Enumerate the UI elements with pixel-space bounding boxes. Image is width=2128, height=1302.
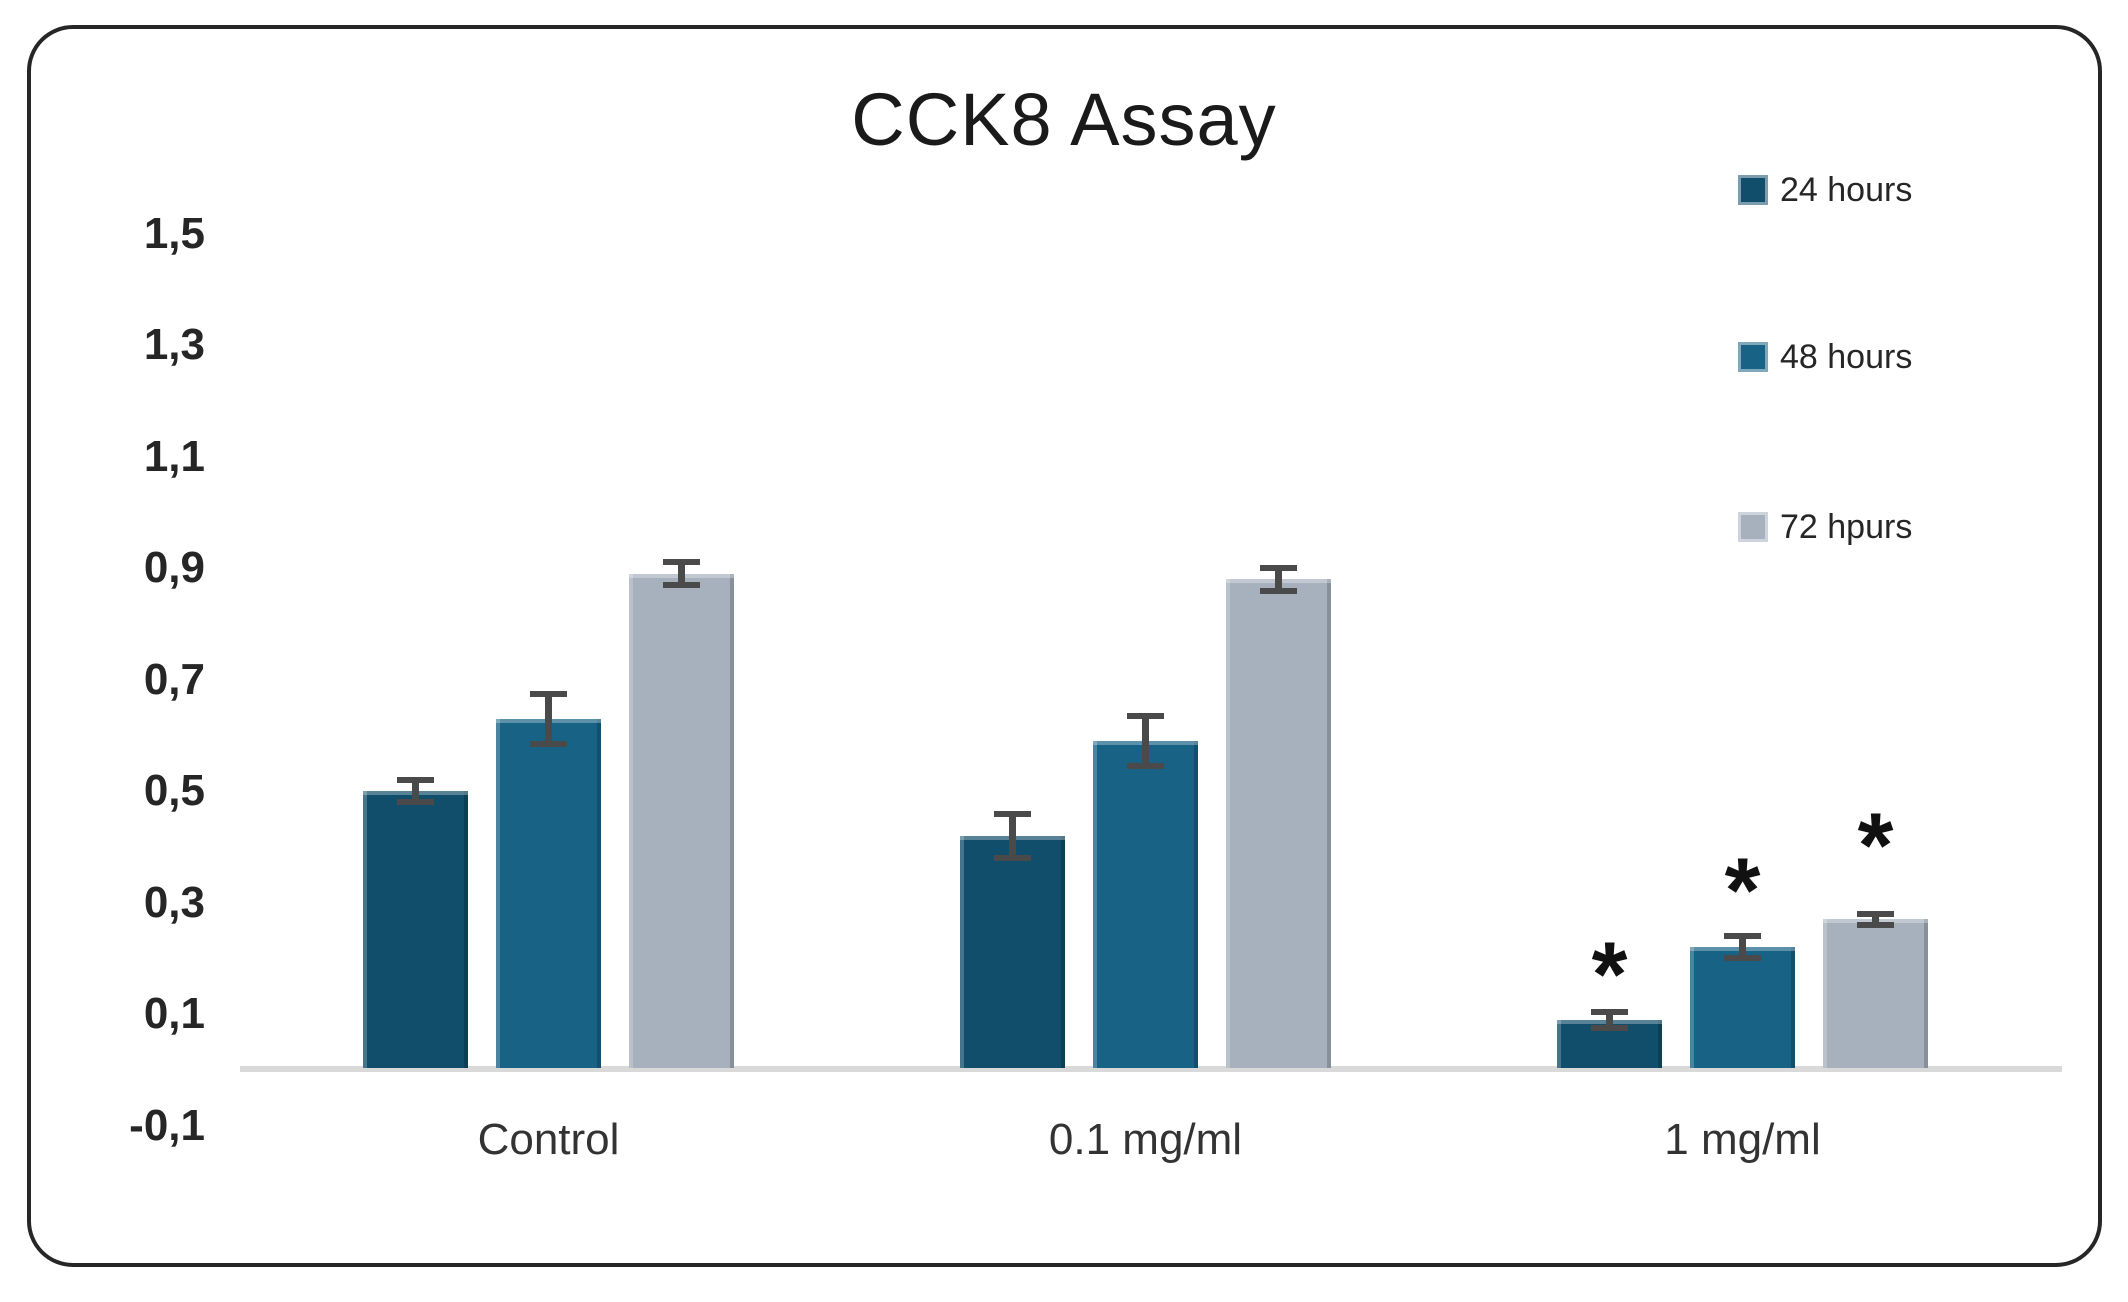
x-axis-label: 1 mg/ml	[1664, 1115, 1821, 1164]
legend-item: 48 hours	[1738, 337, 1913, 376]
bar	[1226, 579, 1331, 1068]
legend-label: 72 hpurs	[1780, 507, 1913, 546]
y-axis-tick-label: 0,1	[143, 989, 205, 1039]
error-bar-stem	[545, 690, 552, 747]
legend-swatch	[1738, 512, 1768, 542]
error-bar	[530, 690, 567, 747]
x-axis-label: 0.1 mg/ml	[1048, 1115, 1243, 1164]
legend: 24 hours 48 hours 72 hpurs	[1738, 0, 2088, 600]
legend-label: 24 hours	[1780, 170, 1913, 209]
error-bar	[1591, 1008, 1628, 1031]
bar	[363, 791, 468, 1068]
error-bar-stem	[1872, 911, 1879, 928]
significance-asterisk: *	[1724, 839, 1761, 942]
error-bar	[1260, 564, 1297, 594]
x-axis-label: Control	[477, 1115, 620, 1164]
y-axis-tick-label: 0,5	[143, 766, 205, 816]
y-axis-tick-label: 0,7	[143, 654, 205, 704]
error-bar-stem	[678, 559, 685, 589]
significance-asterisk: *	[1857, 795, 1894, 898]
error-bar-stem	[412, 777, 419, 806]
error-bar-stem	[1739, 933, 1746, 962]
error-bar	[397, 777, 434, 806]
error-bar	[663, 559, 700, 589]
legend-item: 24 hours	[1738, 170, 1913, 209]
bar	[629, 573, 734, 1068]
bar	[496, 718, 601, 1068]
significance-asterisk: *	[1591, 923, 1628, 1026]
y-axis-tick-label: 0,9	[143, 543, 205, 593]
error-bar-stem	[1142, 713, 1149, 769]
x-axis-line	[240, 1066, 2062, 1072]
error-bar	[1724, 933, 1761, 962]
legend-label: 48 hours	[1780, 337, 1913, 376]
legend-swatch	[1738, 342, 1768, 372]
y-axis-tick-label: -0,1	[129, 1100, 205, 1150]
error-bar	[1127, 713, 1164, 769]
bar	[1823, 919, 1928, 1068]
error-bar	[994, 810, 1031, 861]
y-axis-tick-label: 1,5	[143, 208, 205, 258]
y-axis-tick-label: 1,3	[143, 320, 205, 370]
bar	[1093, 741, 1198, 1068]
bar	[960, 835, 1065, 1068]
error-bar-stem	[1606, 1008, 1613, 1031]
error-bar-stem	[1275, 564, 1282, 594]
legend-swatch	[1738, 175, 1768, 205]
error-bar	[1857, 911, 1894, 928]
y-axis-tick-label: 1,1	[143, 431, 205, 481]
y-axis-tick-label: 0,3	[143, 877, 205, 927]
bar	[1690, 947, 1795, 1068]
error-bar-stem	[1009, 810, 1016, 861]
chart-title: CCK8 Assay	[851, 78, 1277, 161]
legend-item: 72 hpurs	[1738, 507, 1913, 546]
